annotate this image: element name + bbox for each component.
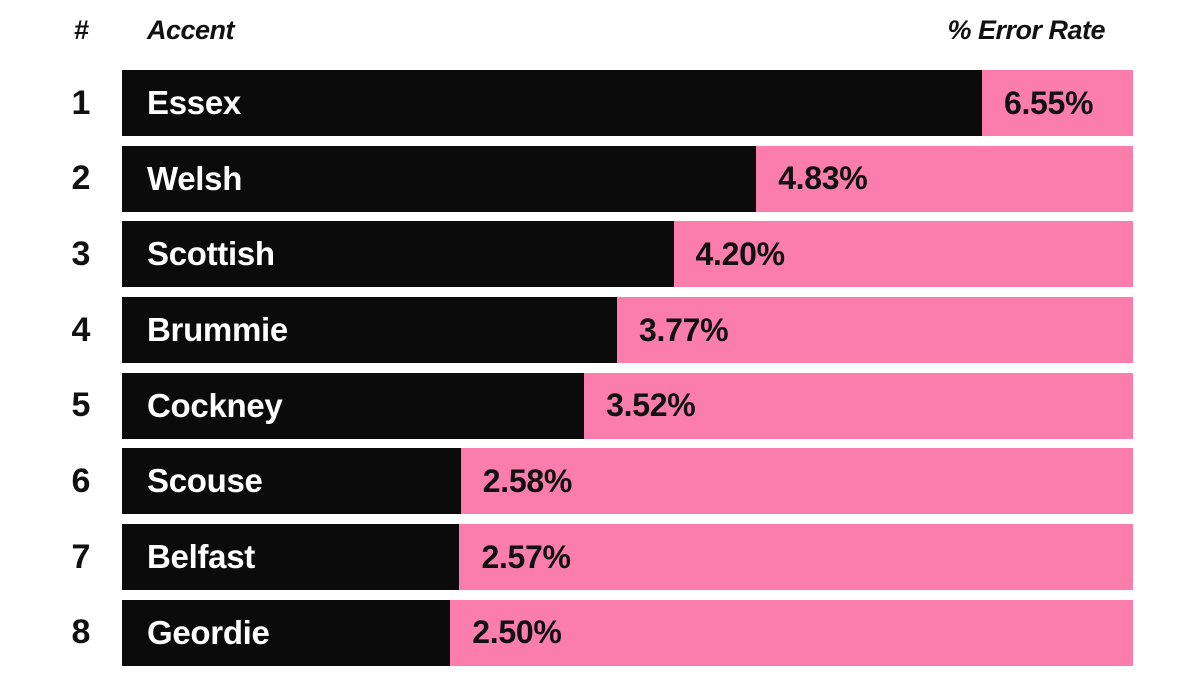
bar-track: Geordie 2.50% xyxy=(122,599,1133,666)
table-row: 7 Belfast 2.57% xyxy=(0,524,1133,591)
table-row: 8 Geordie 2.50% xyxy=(0,599,1133,666)
rank-label: 7 xyxy=(71,537,91,576)
bar-fill: Belfast xyxy=(122,524,460,591)
value-label: 2.57% xyxy=(481,538,571,575)
accent-column-header: Accent xyxy=(147,15,235,45)
value-label: 3.77% xyxy=(638,311,729,348)
accent-label: Belfast xyxy=(147,538,255,576)
value-label: 2.58% xyxy=(482,462,573,499)
bar-track: Brummie 3.77% xyxy=(122,297,1133,364)
table-row: 6 Scouse 2.58% xyxy=(0,448,1133,515)
rank-column-header: # xyxy=(73,15,89,45)
accent-label: Brummie xyxy=(147,311,288,349)
bar-track: Welsh 4.83% xyxy=(122,145,1133,212)
bar-fill: Geordie xyxy=(122,599,451,666)
accent-label: Essex xyxy=(147,84,241,121)
bar-track: Cockney 3.52% xyxy=(122,372,1133,439)
bar-track: Scouse 2.58% xyxy=(122,448,1133,515)
bar-track: Scottish 4.20% xyxy=(122,221,1133,288)
accent-label: Geordie xyxy=(147,613,270,651)
value-label: 6.55% xyxy=(1003,84,1094,121)
bar-track: Belfast 2.57% xyxy=(122,524,1133,591)
bar-fill: Brummie xyxy=(122,297,617,364)
rank-label: 8 xyxy=(71,613,91,652)
table-row: 5 Cockney 3.52% xyxy=(0,372,1133,439)
rank-label: 5 xyxy=(71,386,91,425)
rank-label: 2 xyxy=(71,159,91,198)
value-label: 4.83% xyxy=(778,160,868,197)
table-header: # Accent % Error Rate xyxy=(0,0,1200,70)
rank-label: 4 xyxy=(71,310,91,349)
bar-fill: Welsh xyxy=(122,145,757,212)
error-rate-column-header: % Error Rate xyxy=(947,15,1105,45)
bar-fill: Scouse xyxy=(122,448,461,515)
value-label: 3.52% xyxy=(606,387,696,424)
value-label: 2.50% xyxy=(472,614,562,651)
rank-label: 3 xyxy=(71,234,91,273)
value-label: 4.20% xyxy=(695,235,786,272)
table-row: 4 Brummie 3.77% xyxy=(0,297,1133,364)
bar-fill: Cockney xyxy=(122,372,585,439)
bar-rows: 1 Essex 6.55% 2 Welsh 4.83% 3 Scottish 4… xyxy=(0,70,1200,666)
bar-fill: Essex xyxy=(122,70,982,136)
accent-label: Scottish xyxy=(147,235,275,273)
bar-fill: Scottish xyxy=(122,221,674,288)
accent-label: Scouse xyxy=(147,462,263,500)
rank-label: 6 xyxy=(71,461,91,500)
table-row: 3 Scottish 4.20% xyxy=(0,221,1133,288)
accent-label: Cockney xyxy=(147,386,283,424)
bar-track: Essex 6.55% xyxy=(122,70,1133,136)
rank-label: 1 xyxy=(71,83,91,122)
accent-label: Welsh xyxy=(147,159,243,197)
table-row: 2 Welsh 4.83% xyxy=(0,145,1133,212)
table-row: 1 Essex 6.55% xyxy=(0,70,1133,136)
